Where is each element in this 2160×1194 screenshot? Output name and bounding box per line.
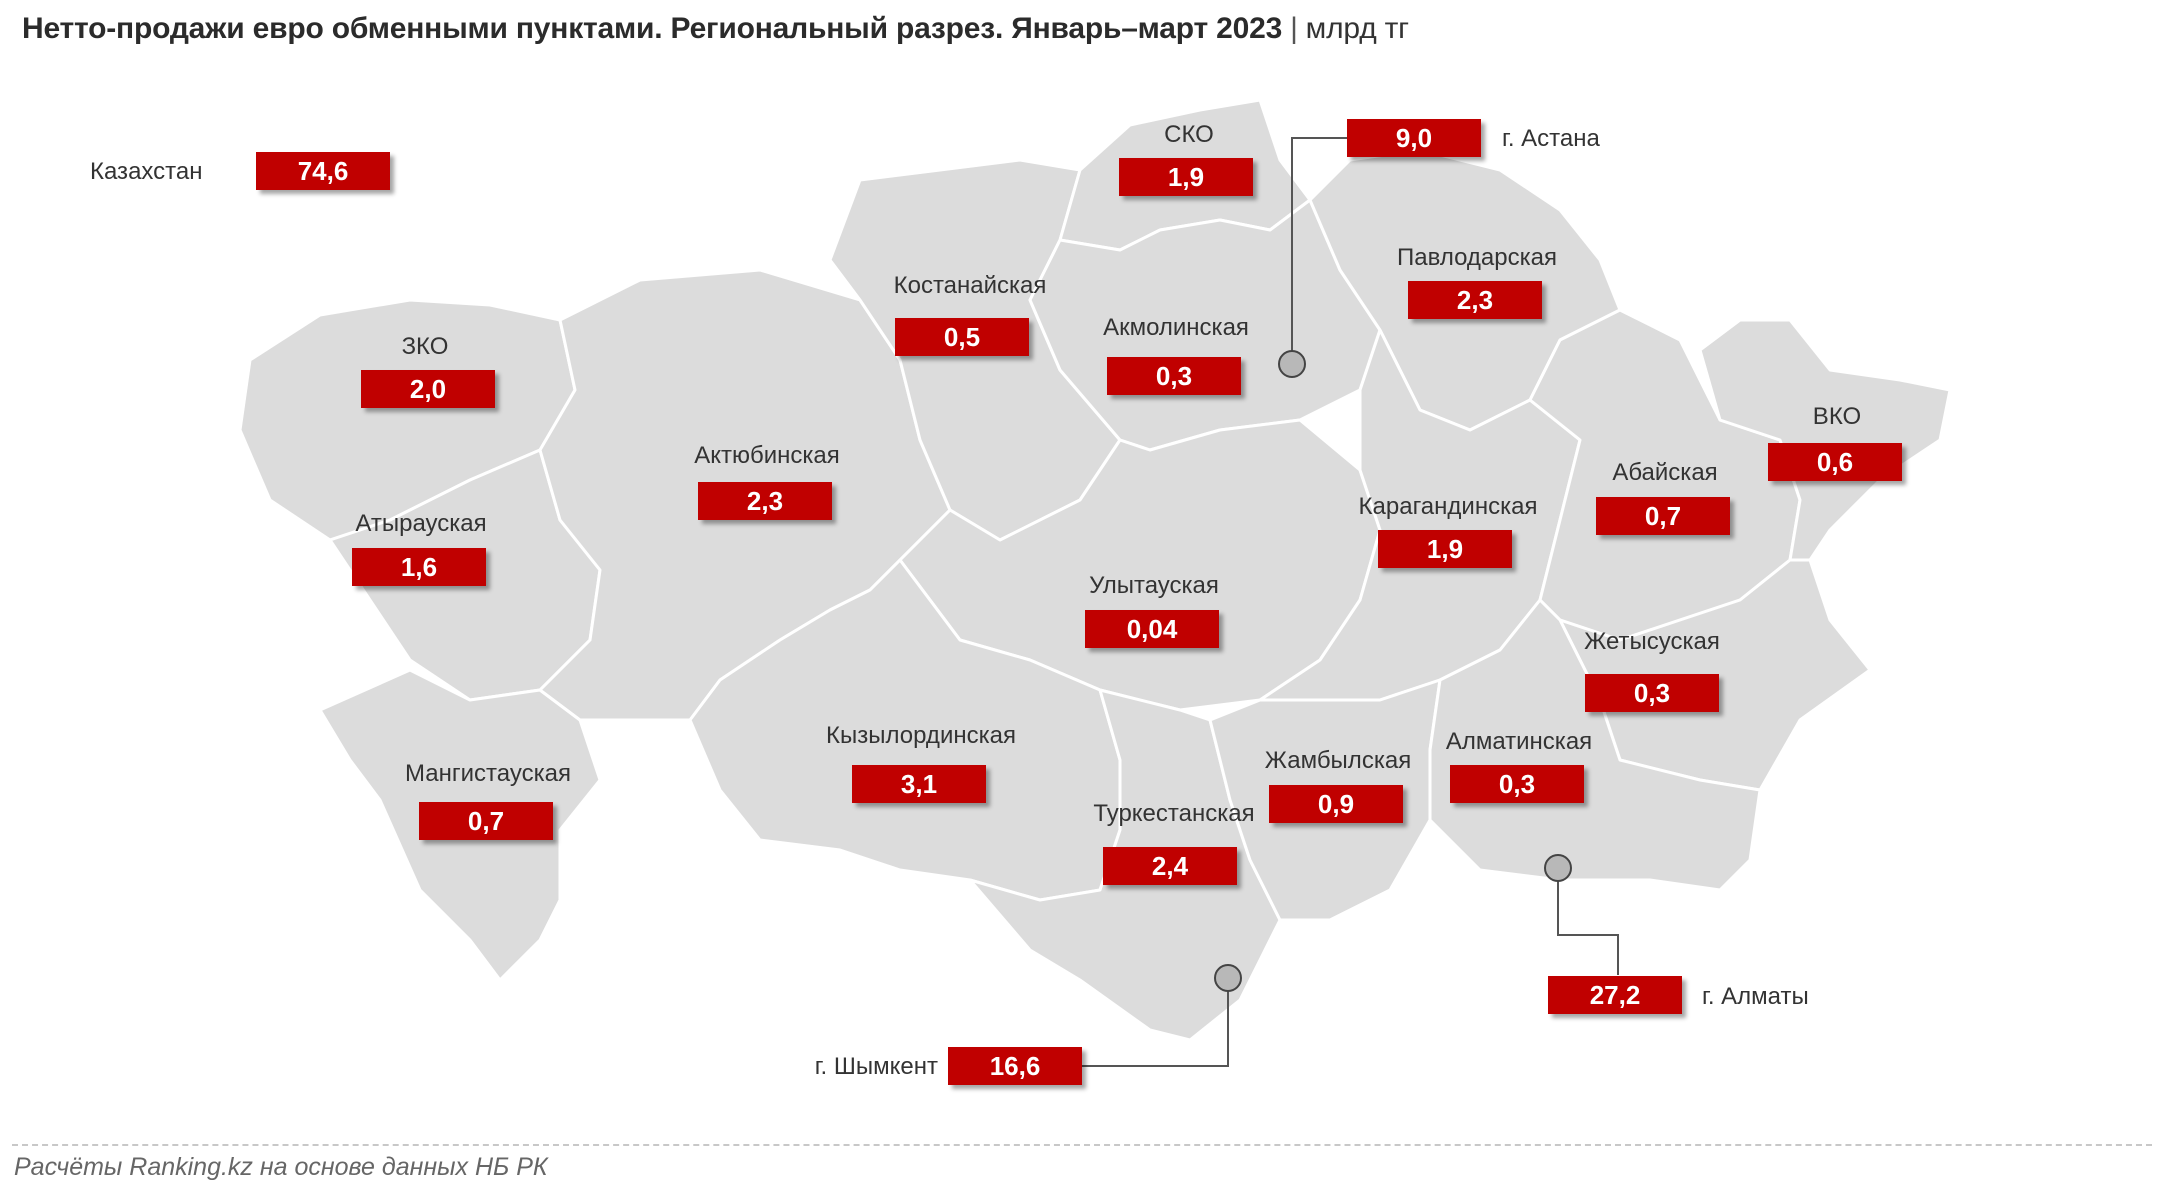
akmola-value: 0,3 [1107, 357, 1241, 395]
zko-value: 2,0 [361, 370, 495, 408]
shymkent-marker [1214, 964, 1242, 992]
zhetysu-value: 0,3 [1585, 674, 1719, 712]
kostanay-value: 0,5 [895, 318, 1029, 356]
sko-value: 1,9 [1119, 158, 1253, 196]
kostanay-label: Костанайская [893, 272, 1047, 299]
pavlodar-value: 2,3 [1408, 281, 1542, 319]
almaty-region-value: 0,3 [1450, 765, 1584, 803]
total-value: 74,6 [256, 152, 390, 190]
shymkent-label: г. Шымкент [814, 1053, 938, 1080]
region-vko [1698, 318, 1952, 562]
shymkent-leader-line [1080, 978, 1229, 1067]
karaganda-label: Карагандинская [1358, 493, 1538, 520]
atyrau-label: Атырауская [355, 510, 487, 537]
shymkent-value: 16,6 [948, 1047, 1082, 1085]
region-almaty [1428, 598, 1762, 892]
astana-value: 9,0 [1347, 119, 1481, 157]
almaty-marker [1544, 854, 1572, 882]
astana-leader-line [1291, 137, 1348, 364]
vko-value: 0,6 [1768, 443, 1902, 481]
aktobe-label: Актюбинская [694, 442, 840, 469]
atyrau-value: 1,6 [352, 548, 486, 586]
aktobe-value: 2,3 [698, 482, 832, 520]
zhambyl-value: 0,9 [1269, 785, 1403, 823]
zko-label: ЗКО [401, 333, 449, 360]
ulytau-value: 0,04 [1085, 610, 1219, 648]
vko-label: ВКО [1812, 403, 1862, 430]
footer-divider [12, 1144, 2152, 1146]
chart-title: Нетто-продажи евро обменными пунктами. Р… [22, 12, 1409, 46]
mangistau-value: 0,7 [419, 802, 553, 840]
almaty-label: г. Алматы [1702, 983, 1809, 1010]
astana-marker [1278, 350, 1306, 378]
title-text: Нетто-продажи евро обменными пунктами. Р… [22, 12, 1283, 45]
almaty-leader-line [1557, 868, 1619, 975]
astana-label: г. Астана [1502, 125, 1600, 152]
mangistau-label: Мангистауская [405, 760, 571, 787]
akmola-label: Акмолинская [1103, 314, 1249, 341]
kyzylorda-label: Кызылординская [826, 722, 1016, 749]
turkestan-label: Туркестанская [1093, 800, 1255, 827]
turkestan-value: 2,4 [1103, 847, 1237, 885]
zhetysu-label: Жетысуская [1584, 628, 1720, 655]
abai-value: 0,7 [1596, 497, 1730, 535]
pavlodar-label: Павлодарская [1397, 244, 1557, 271]
karaganda-value: 1,9 [1378, 530, 1512, 568]
title-separator: | [1290, 12, 1298, 45]
kyzylorda-value: 3,1 [852, 765, 986, 803]
abai-label: Абайская [1612, 459, 1718, 486]
total-label: Казахстан [90, 158, 203, 185]
ulytau-label: Улытауская [1089, 572, 1219, 599]
almaty-region-label: Алматинская [1445, 728, 1593, 755]
title-unit: млрд тг [1305, 12, 1409, 45]
sko-label: СКО [1164, 121, 1214, 148]
source-note: Расчёты Ranking.kz на основе данных НБ Р… [14, 1153, 548, 1181]
almaty-value: 27,2 [1548, 976, 1682, 1014]
zhambyl-label: Жамбылская [1264, 747, 1412, 774]
